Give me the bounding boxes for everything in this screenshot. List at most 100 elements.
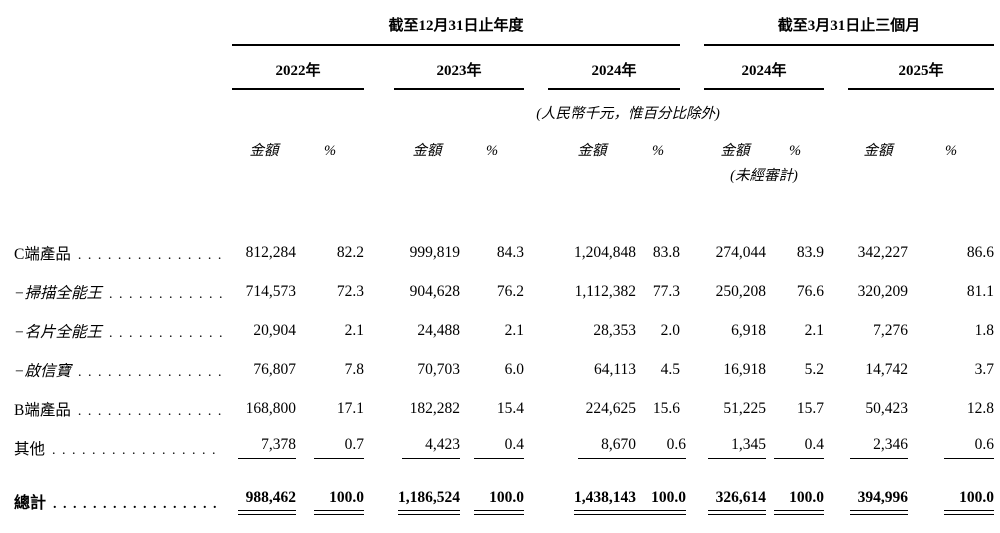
amount-cell: 714,573: [245, 282, 296, 300]
spacer: [824, 233, 848, 272]
percent-cell: 100.0: [474, 489, 524, 515]
percent-cell: 7.8: [344, 360, 364, 378]
spacer: [364, 350, 394, 389]
amount-cell: 7,378: [238, 436, 296, 459]
amount-column-header: 金額: [249, 143, 279, 159]
spacer: [824, 389, 848, 428]
spacer: [364, 428, 394, 467]
percent-cell: 100.0: [944, 489, 995, 515]
percent-cell: 0.4: [774, 436, 825, 459]
table-row-camcard: −名片全能王 20,904 2.1 24,488 2.1 28,353 2.0 …: [6, 311, 994, 350]
percent-column-header: %: [485, 143, 499, 159]
period-header-row: 截至12月31日止年度 截至3月31日止三個月: [6, 0, 995, 46]
percent-cell: 76.2: [496, 282, 524, 300]
row-label: C端產品: [14, 245, 71, 263]
row-label: 總計: [14, 495, 47, 512]
amount-cell: 2,346: [850, 436, 909, 459]
percent-cell: 100.0: [774, 489, 825, 515]
column-header-row: 金額 % 金額 % 金額 % 金額 % 金額 %: [6, 123, 994, 160]
amount-cell: 326,614: [708, 489, 767, 515]
amount-cell: 988,462: [238, 489, 296, 515]
spacer: [680, 123, 704, 160]
row-label: 其他: [14, 440, 46, 458]
percent-column-header: %: [651, 143, 665, 159]
spacer: [524, 233, 548, 272]
percent-cell: 2.1: [344, 321, 364, 339]
spacer: [680, 45, 704, 89]
percent-cell: 77.3: [652, 282, 681, 300]
spacer: [824, 160, 994, 185]
spacer: [364, 272, 394, 311]
amount-cell: 1,204,848: [574, 243, 636, 261]
spacer: [6, 89, 232, 123]
unit-note-row: (人民幣千元，惟百分比除外): [6, 89, 994, 123]
percent-cell: 72.3: [336, 282, 364, 300]
spacer: [680, 311, 704, 350]
amount-cell: 904,628: [409, 282, 460, 300]
spacer: [6, 123, 232, 160]
percent-column-header: %: [323, 143, 337, 159]
amount-cell: 224,625: [585, 399, 636, 417]
table-row-others: 其他 7,378 0.7 4,423 0.4 8,670 0.6 1,345 0…: [6, 428, 995, 467]
row-label: −掃描全能王: [14, 284, 102, 302]
table-row-qixinbao: −啟信寶 76,807 7.8 70,703 6.0 64,113 4.5 16…: [6, 350, 994, 389]
revenue-breakdown-table: 截至12月31日止年度 截至3月31日止三個月 2022年 2023年 2024…: [6, 0, 995, 515]
dot-leader: [109, 285, 222, 303]
dot-leader: [78, 363, 222, 381]
percent-cell: 83.9: [796, 243, 825, 261]
percent-cell: 1.8: [974, 321, 995, 339]
percent-column-header: %: [944, 143, 958, 159]
spacer: [6, 0, 232, 45]
spacer: [524, 45, 548, 89]
year-header-2023: 2023年: [394, 45, 524, 90]
amount-cell: 8,670: [578, 436, 636, 459]
amount-cell: 1,438,143: [574, 489, 636, 515]
interim-period-header: 截至3月31日止三個月: [704, 0, 995, 46]
spacer: [364, 389, 394, 428]
amount-cell: 76,807: [253, 360, 296, 378]
amount-cell: 14,742: [865, 360, 909, 378]
percent-cell: 0.6: [636, 436, 686, 459]
amount-cell: 812,284: [245, 243, 296, 261]
dot-leader: [109, 324, 222, 342]
year-header-2022: 2022年: [232, 45, 364, 90]
percent-cell: 17.1: [336, 399, 364, 417]
spacer: [524, 272, 548, 311]
spacer: [680, 272, 704, 311]
amount-cell: 1,345: [708, 436, 767, 459]
amount-cell: 28,353: [593, 321, 636, 339]
spacer: [824, 311, 848, 350]
spacer: [824, 123, 848, 160]
percent-cell: 2.0: [660, 321, 681, 339]
spacer: [364, 467, 394, 513]
amount-cell: 4,423: [402, 436, 460, 459]
percent-cell: 0.4: [474, 436, 524, 459]
spacer: [824, 272, 848, 311]
amount-cell: 50,423: [865, 399, 909, 417]
amount-cell: 20,904: [253, 321, 296, 339]
percent-column-header: %: [788, 143, 802, 159]
spacer: [680, 389, 704, 428]
percent-cell: 4.5: [660, 360, 681, 378]
percent-cell: 0.7: [314, 436, 364, 459]
amount-cell: 1,186,524: [398, 489, 460, 515]
amount-cell: 24,488: [417, 321, 460, 339]
spacer-row: [6, 185, 994, 233]
table-row-b-products: B端產品 168,800 17.1 182,282 15.4 224,625 1…: [6, 389, 994, 428]
percent-cell: 0.6: [944, 436, 995, 459]
table-row-c-products: C端產品 812,284 82.2 999,819 84.3 1,204,848…: [6, 233, 994, 272]
amount-cell: 51,225: [723, 399, 767, 417]
percent-cell: 100.0: [314, 489, 364, 515]
dot-leader: [78, 402, 222, 420]
amount-cell: 250,208: [715, 282, 767, 300]
percent-cell: 3.7: [974, 360, 995, 378]
spacer: [680, 0, 704, 45]
amount-cell: 182,282: [409, 399, 460, 417]
table-row-total: 總計 988,462 100.0 1,186,524 100.0 1,438,1…: [6, 467, 995, 515]
spacer: [6, 185, 994, 233]
spacer: [824, 428, 848, 467]
currency-unit-note: (人民幣千元，惟百分比除外): [536, 106, 720, 122]
amount-cell: 342,227: [857, 243, 909, 261]
spacer: [364, 233, 394, 272]
percent-cell: 84.3: [496, 243, 524, 261]
